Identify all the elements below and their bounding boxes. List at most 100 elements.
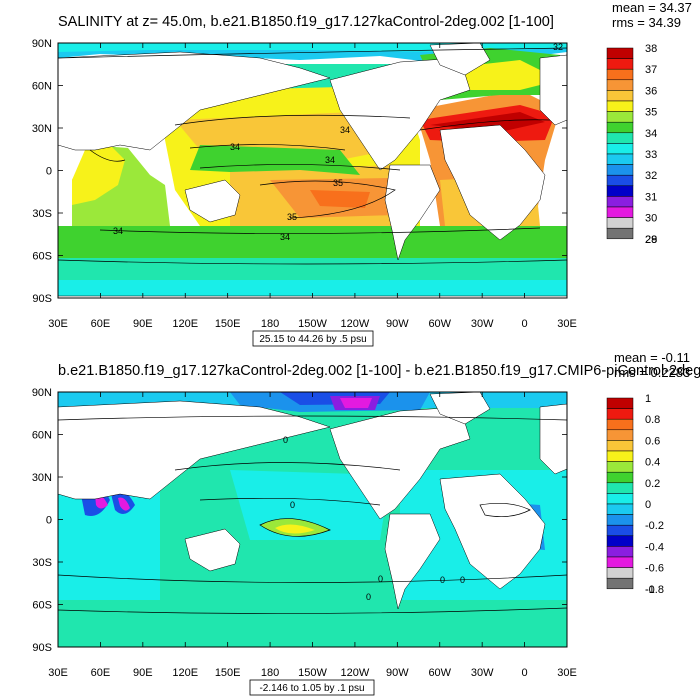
contour-labels: 32 34 34 34 35 35 34 34 — [113, 42, 563, 242]
land-eurasia — [58, 400, 331, 500]
lon-tick-label: 0 — [522, 318, 528, 330]
colorbar-label: -0.6 — [645, 563, 664, 575]
contour-labels: 0 0 0 0 0 0 — [283, 435, 465, 602]
colorbar-swatch — [606, 514, 634, 526]
colorbar-swatch — [606, 153, 634, 165]
mean-label: mean = 34.37 — [612, 0, 692, 15]
colorbar-swatch — [606, 440, 634, 452]
lon-tick-label: 150E — [215, 667, 241, 679]
colorbar-label: 36 — [645, 85, 657, 97]
lon-tick-label: 150E — [215, 318, 241, 330]
lon-tick-label: 120W — [341, 667, 370, 679]
colorbar-swatch — [606, 90, 634, 102]
contour-label: 35 — [287, 212, 297, 222]
colorbar-swatch — [606, 535, 634, 547]
colorbar-swatch — [606, 408, 634, 420]
lon-tick-label: 30E — [557, 667, 577, 679]
lon-tick-label: 30W — [471, 318, 494, 330]
lat-tick-label: 30N — [32, 472, 52, 484]
lat-tick-label: 90N — [32, 387, 52, 399]
contour-label: 0 — [460, 575, 465, 585]
lon-tick-label: 90W — [386, 667, 409, 679]
colorbar-swatch — [606, 196, 634, 208]
land-south-america — [384, 164, 441, 261]
land-eurasia — [58, 51, 331, 151]
range-label: 25.15 to 44.26 by .5 psu — [259, 334, 366, 345]
lat-tick-label: 90S — [32, 642, 52, 654]
lon-tick-label: 150W — [298, 667, 327, 679]
colorbar-label: 28 — [645, 234, 657, 246]
lon-tick-label: 60E — [91, 667, 111, 679]
contour-label: 35 — [333, 178, 343, 188]
lon-tick-label: 90E — [133, 318, 153, 330]
colorbar-label: 29 — [645, 234, 657, 246]
colorbar-swatch — [606, 111, 634, 123]
colorbar-swatch — [606, 577, 634, 590]
colorbar-label: 34 — [645, 128, 657, 140]
colorbar-swatch — [606, 493, 634, 505]
colorbar-swatch — [606, 524, 634, 537]
colorbar-label: 30 — [645, 213, 657, 225]
lat-tick-label: 60N — [32, 430, 52, 442]
range-box — [252, 330, 374, 347]
colorbar-swatch — [606, 482, 634, 494]
colorbar-label: 0.6 — [645, 435, 660, 447]
lat-tick-label: 30N — [32, 123, 52, 135]
rms-label: rms = 0.2283 — [614, 365, 690, 380]
lon-tick-label: 30E — [48, 667, 68, 679]
contour-label: 0 — [290, 500, 295, 510]
contour-label: 34 — [280, 232, 290, 242]
lon-tick-label: 60W — [428, 667, 451, 679]
colorbar-label: 0.8 — [645, 414, 660, 426]
lon-tick-label: 180 — [261, 667, 279, 679]
colorbar-swatch — [606, 164, 634, 176]
salinity-map: 32 34 34 34 35 35 34 34 — [58, 42, 567, 298]
contour-label: 0 — [378, 574, 383, 584]
contour-label: 34 — [113, 226, 123, 236]
panel-title: b.e21.B1850.f19_g17.127kaControl-2deg.00… — [58, 363, 700, 379]
contour-lines — [58, 47, 567, 265]
colorbar-swatch — [606, 100, 634, 112]
colorbar-label: 0.2 — [645, 478, 660, 490]
range-label: -2.146 to 1.05 by .1 psu — [259, 683, 364, 694]
colorbar-swatch — [606, 47, 634, 59]
colorbar-swatch — [606, 461, 634, 473]
colorbar-swatch — [606, 143, 634, 155]
lat-tick-label: 0 — [46, 515, 52, 527]
colorbar: 1 0.8 0.6 0.4 0.2 0 -0.2 -0.4 -0.6 -0.8-1 — [606, 393, 664, 596]
colorbar-swatch — [606, 450, 634, 462]
colorbar-label: 1 — [645, 393, 651, 405]
land-africa — [439, 473, 546, 590]
land-masses — [58, 43, 567, 298]
colorbar-label: 33 — [645, 149, 657, 161]
colorbar-label: 0 — [645, 499, 651, 511]
colorbar-swatch — [606, 418, 634, 431]
contour-label: 32 — [553, 42, 563, 52]
colorbar-swatch — [606, 546, 634, 558]
colorbar-swatch — [606, 58, 634, 70]
lat-tick-label: 30S — [32, 208, 52, 220]
lon-tick-label: 0 — [522, 667, 528, 679]
land-australia — [184, 528, 241, 572]
contour-label: 0 — [366, 592, 371, 602]
colorbar-swatch — [606, 471, 634, 484]
land-australia — [184, 179, 241, 223]
colorbar-swatch — [606, 397, 634, 409]
axis-ticks: 90N 60N 30N 0 30S 60S 90S 30E 60E 90E 120E 150E 180 1… — [32, 387, 577, 679]
lon-tick-label: 30E — [557, 318, 577, 330]
colorbar-label: -1 — [645, 584, 655, 596]
lon-tick-label: 30W — [471, 667, 494, 679]
colorbar-swatch — [606, 185, 634, 197]
contour-label: 0 — [440, 575, 445, 585]
lon-tick-label: 30E — [48, 318, 68, 330]
difference-map: 0 0 0 0 0 0 — [58, 392, 567, 647]
colorbar-label: 35 — [645, 107, 657, 119]
colorbar-label: 0.4 — [645, 457, 660, 469]
land-south-america — [384, 513, 441, 610]
lon-tick-label: 180 — [261, 318, 279, 330]
colorbar-label: 38 — [645, 43, 657, 55]
colorbar-label: 37 — [645, 64, 657, 76]
axis-ticks: 90N 60N 30N 0 30S 60S 90S 30E 60E 90E 120E 150E 180 1… — [32, 38, 577, 330]
colorbar-swatch — [606, 79, 634, 91]
